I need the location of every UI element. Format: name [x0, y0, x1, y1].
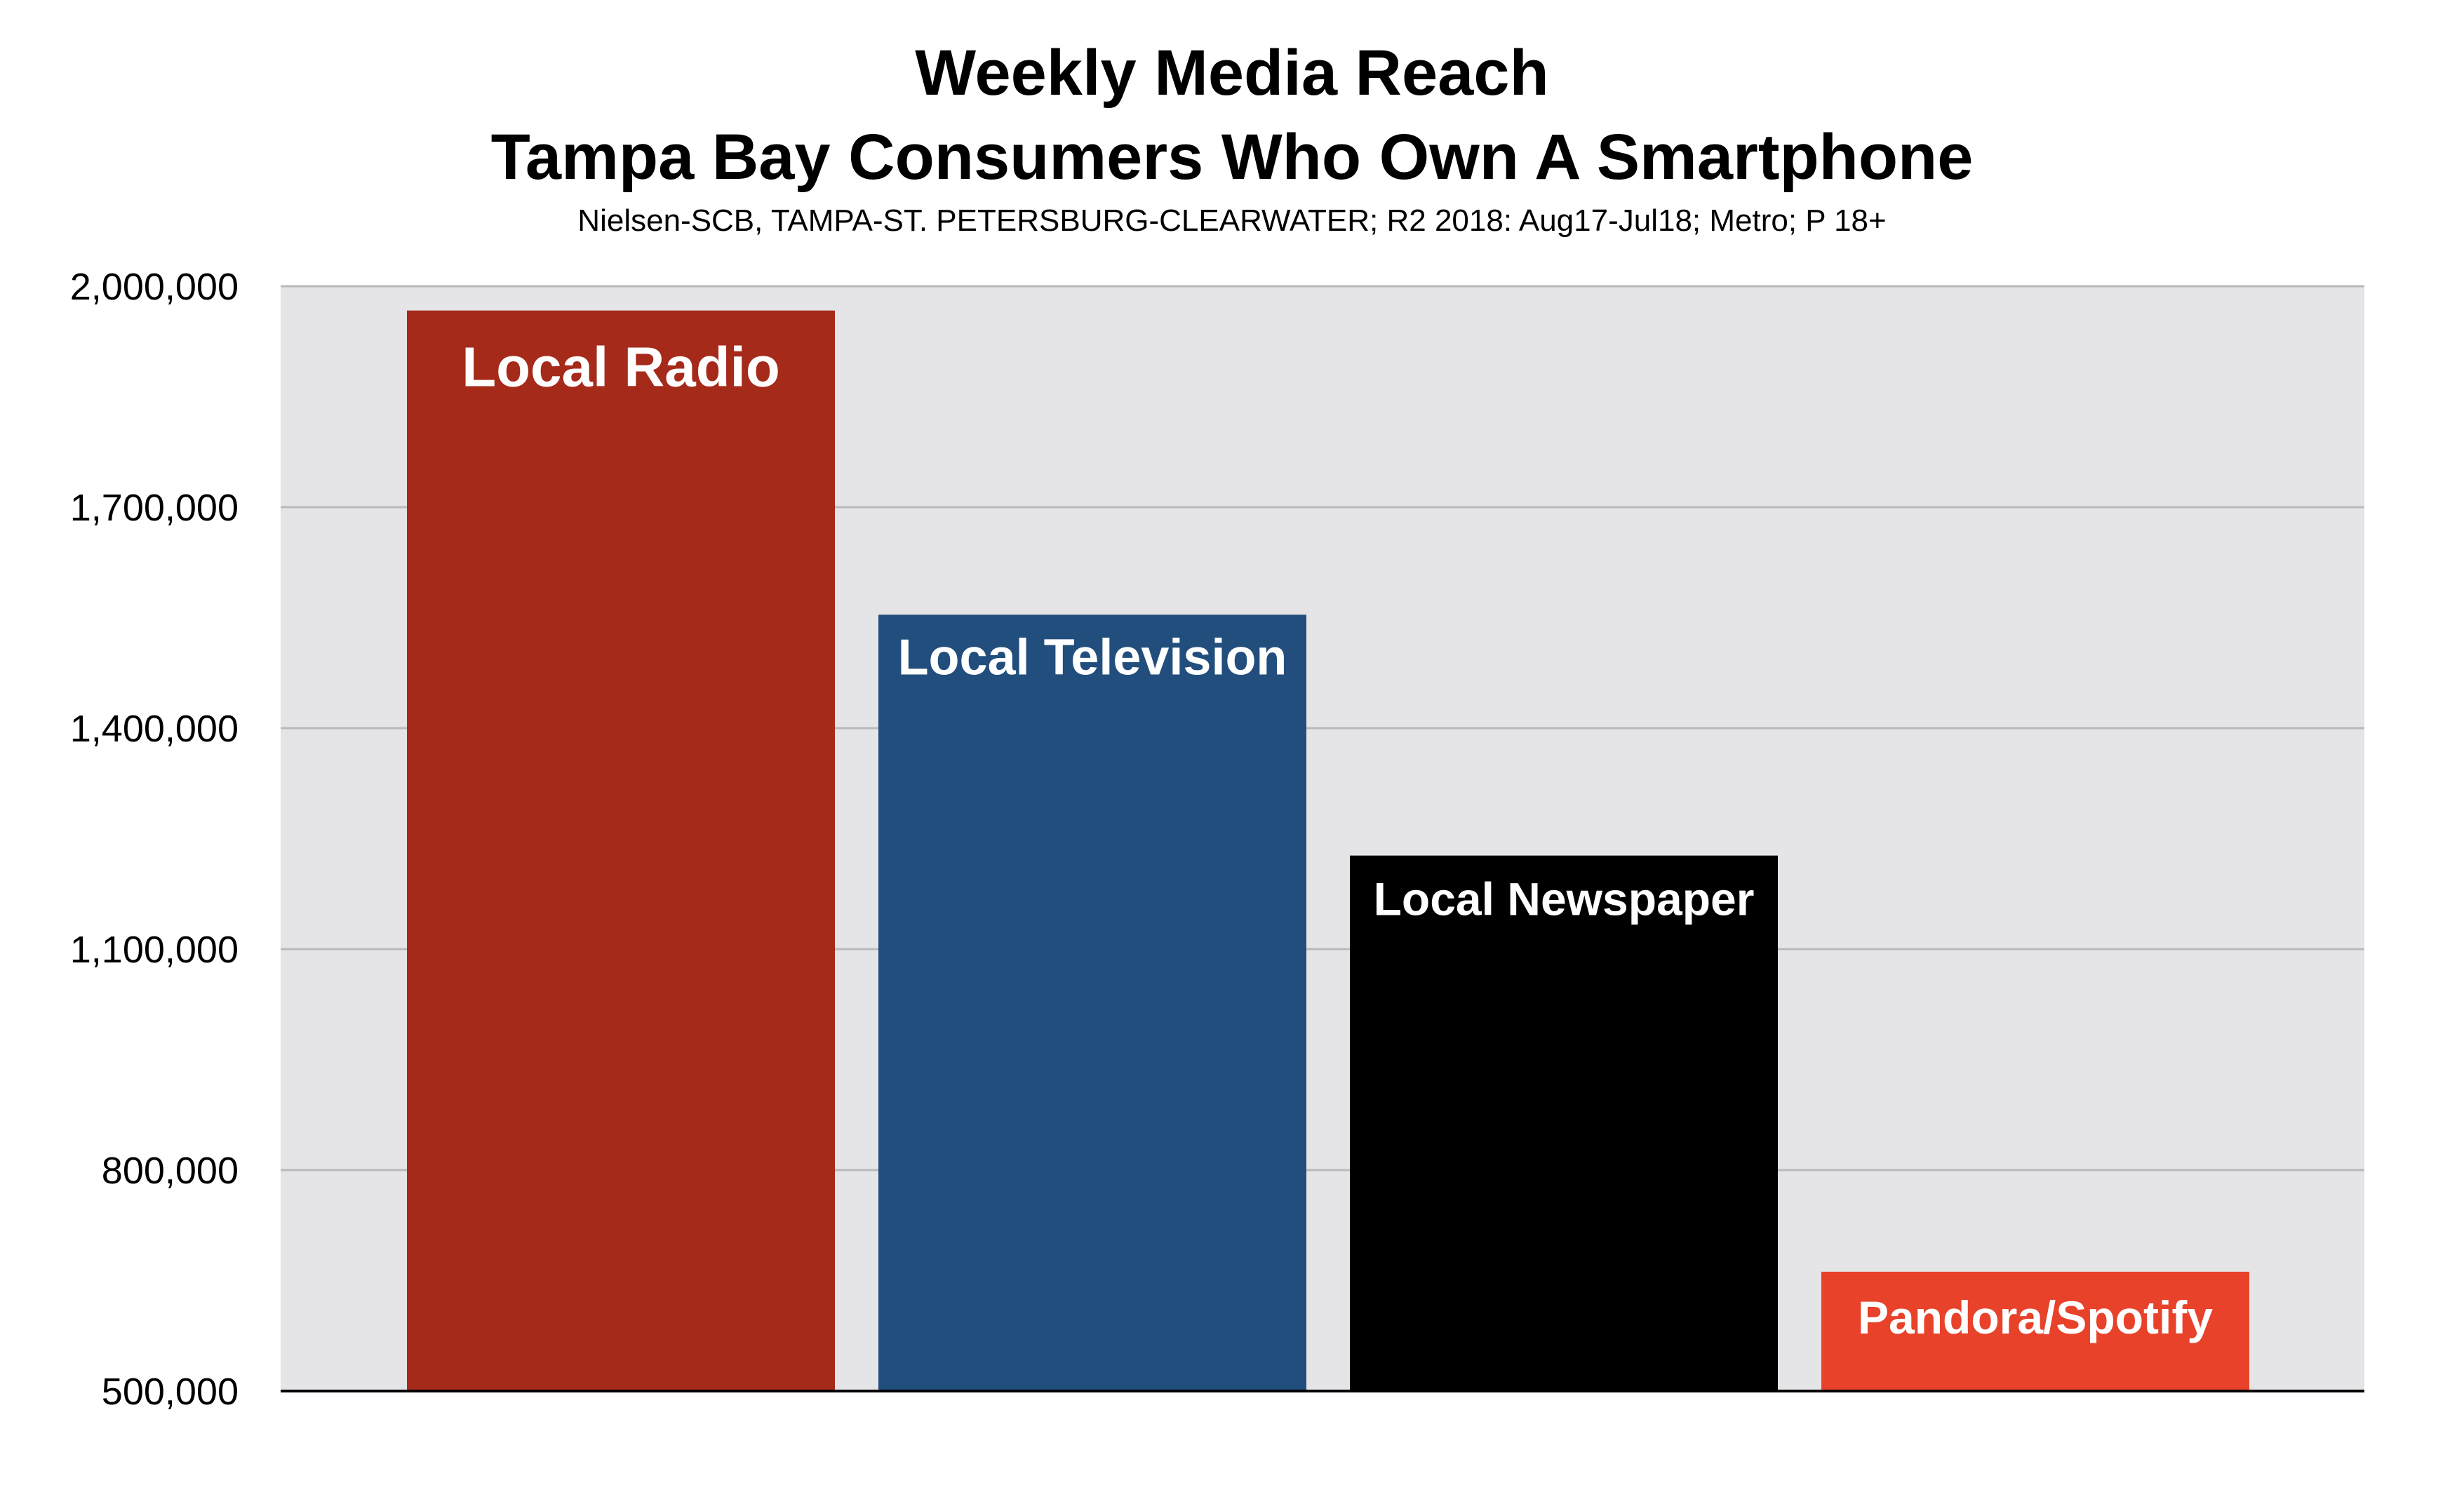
- bar-pandora-spotify: [1821, 1271, 2249, 1391]
- bar-label: Local Newspaper: [1374, 873, 1755, 925]
- y-tick-label: 800,000: [102, 1150, 239, 1192]
- y-tick-label: 1,100,000: [70, 929, 239, 971]
- bar-local-television: [878, 615, 1306, 1391]
- chart-subtitle: Nielsen-SCB, TAMPA-ST. PETERSBURG-CLEARW…: [577, 203, 1887, 238]
- chart-title-line-1: Weekly Media Reach: [915, 37, 1549, 109]
- y-axis-ticks: 500,000 800,000 1,100,000 1,400,000 1,700,00…: [70, 266, 239, 1413]
- y-tick-label: 1,400,000: [70, 708, 239, 750]
- bar-local-newspaper: [1350, 855, 1778, 1391]
- y-tick-label: 2,000,000: [70, 266, 239, 308]
- chart-title-line-2: Tampa Bay Consumers Who Own A Smartphone: [490, 121, 1974, 193]
- bar-label: Pandora/Spotify: [1858, 1291, 2213, 1343]
- bars: Local Radio Local Television Local Newspap…: [407, 310, 2249, 1391]
- bar-label: Local Television: [898, 629, 1287, 685]
- y-tick-label: 500,000: [102, 1371, 239, 1413]
- y-tick-label: 1,700,000: [70, 487, 239, 529]
- bar-local-radio: [407, 310, 835, 1391]
- bar-label: Local Radio: [462, 336, 779, 398]
